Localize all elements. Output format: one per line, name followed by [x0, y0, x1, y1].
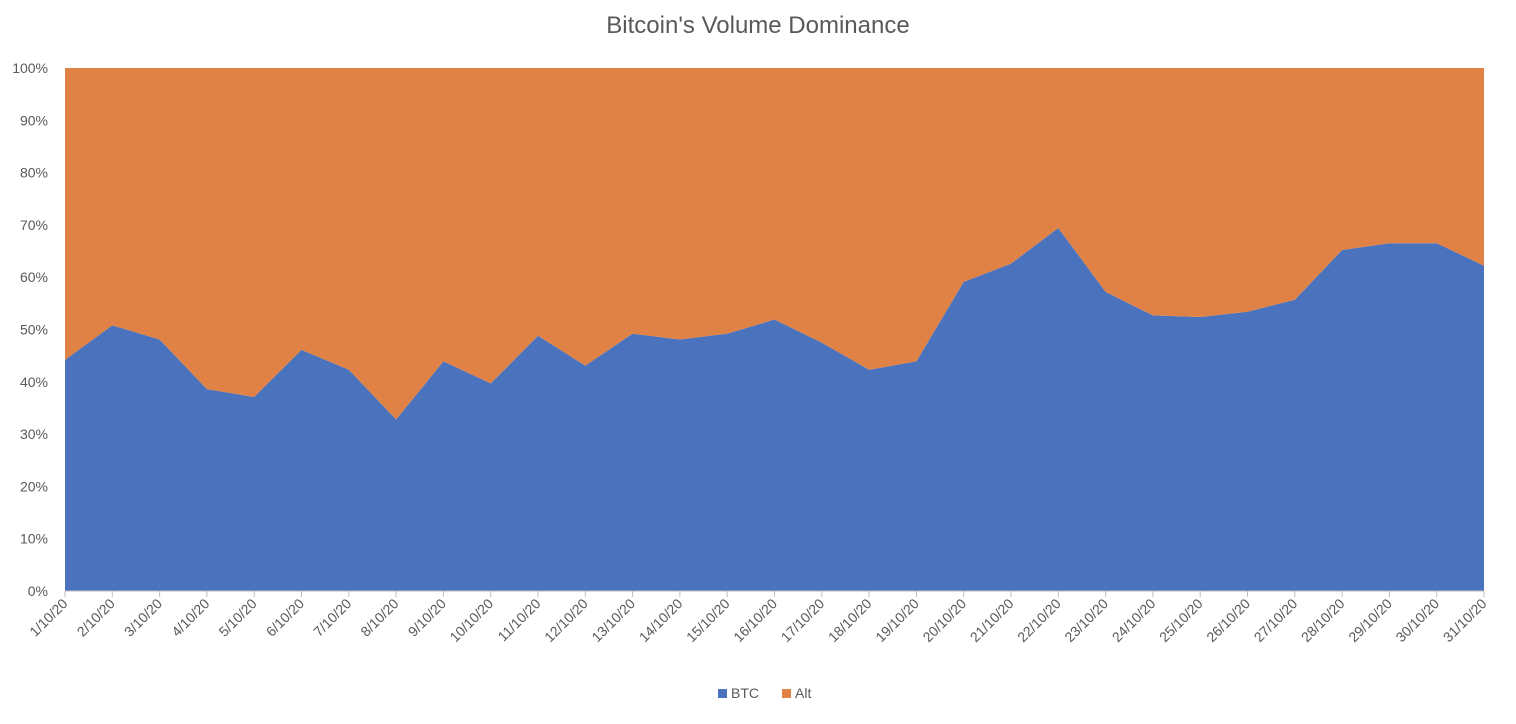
x-tick-label: 17/10/20	[778, 595, 828, 645]
x-tick-label: 21/10/20	[967, 595, 1017, 645]
y-tick-label: 70%	[20, 217, 48, 233]
y-tick-label: 90%	[20, 112, 48, 128]
x-tick-label: 25/10/20	[1156, 595, 1206, 645]
legend: BTC Alt	[718, 685, 811, 701]
x-tick-label: 19/10/20	[872, 595, 922, 645]
x-tick-label: 31/10/20	[1440, 595, 1490, 645]
x-tick-label: 13/10/20	[588, 595, 638, 645]
x-tick-label: 28/10/20	[1298, 595, 1348, 645]
x-tick-label: 23/10/20	[1061, 595, 1111, 645]
x-tick-label: 4/10/20	[168, 595, 212, 639]
x-tick-label: 27/10/20	[1251, 595, 1301, 645]
x-tick-label: 15/10/20	[683, 595, 733, 645]
x-tick-label: 22/10/20	[1014, 595, 1064, 645]
x-tick-label: 1/10/20	[26, 595, 70, 639]
y-tick-label: 0%	[28, 583, 48, 599]
y-tick-label: 80%	[20, 165, 48, 181]
y-tick-label: 100%	[12, 60, 48, 76]
x-tick-label: 20/10/20	[919, 595, 969, 645]
x-axis: 1/10/20 2/10/20 3/10/20 4/10/20 5/10/20 6/10/…	[26, 590, 1490, 645]
x-tick-label: 29/10/20	[1345, 595, 1395, 645]
legend-label-btc: BTC	[731, 685, 759, 701]
chart-title: Bitcoin's Volume Dominance	[606, 12, 909, 39]
legend-swatch-alt	[782, 689, 791, 698]
y-tick-label: 40%	[20, 374, 48, 390]
series-area-btc	[65, 228, 1484, 592]
legend-label-alt: Alt	[795, 685, 811, 701]
x-tick-label: 11/10/20	[494, 595, 543, 644]
y-axis: 0% 10% 20% 30% 40% 50% 60% 70% 80% 90% 100%	[12, 60, 48, 599]
x-tick-label: 8/10/20	[357, 595, 401, 639]
y-tick-label: 10%	[20, 531, 48, 547]
x-tick-label: 24/10/20	[1109, 595, 1159, 645]
x-tick-label: 26/10/20	[1203, 595, 1253, 645]
y-tick-label: 50%	[20, 322, 48, 338]
legend-swatch-btc	[718, 689, 727, 698]
x-tick-label: 12/10/20	[541, 595, 591, 645]
x-tick-label: 30/10/20	[1392, 595, 1442, 645]
x-tick-label: 14/10/20	[636, 595, 686, 645]
y-tick-label: 20%	[20, 478, 48, 494]
x-tick-label: 6/10/20	[263, 595, 307, 639]
x-tick-label: 9/10/20	[405, 595, 449, 639]
series-area-alt	[65, 68, 1484, 420]
plot-area	[65, 68, 1484, 592]
x-tick-label: 2/10/20	[74, 595, 118, 639]
x-tick-label: 10/10/20	[446, 595, 496, 645]
x-tick-label: 5/10/20	[215, 595, 259, 639]
x-tick-label: 16/10/20	[730, 595, 780, 645]
x-tick-label: 7/10/20	[310, 595, 354, 639]
x-tick-label: 3/10/20	[121, 595, 165, 639]
y-tick-label: 30%	[20, 426, 48, 442]
x-tick-label: 18/10/20	[825, 595, 875, 645]
y-tick-label: 60%	[20, 269, 48, 285]
